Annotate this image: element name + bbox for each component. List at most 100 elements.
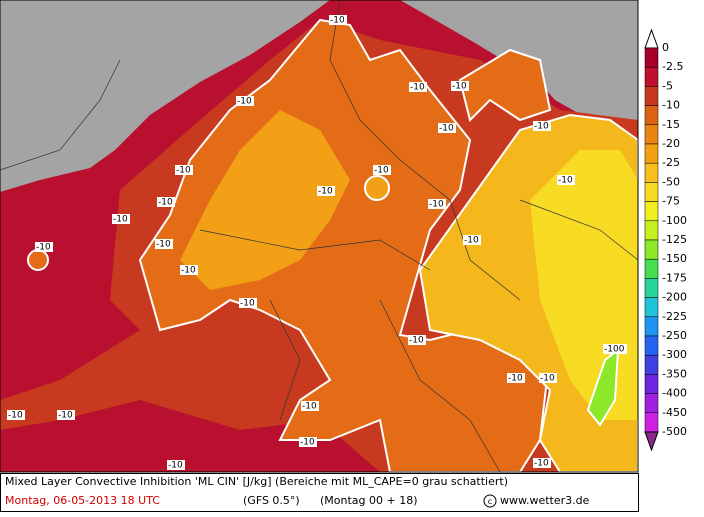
no-cape-area — [0, 0, 330, 192]
legend-label: -350 — [662, 367, 687, 380]
contour-label-box — [329, 15, 347, 25]
contour-label-box — [409, 82, 427, 92]
legend-label: -200 — [662, 291, 687, 304]
contour-label: -10 — [540, 374, 555, 384]
contour-label-box — [236, 96, 254, 106]
legend-label: -25 — [662, 156, 680, 169]
contour-label-box — [533, 121, 551, 131]
copyright-c: c — [488, 497, 492, 506]
contour-label-box — [373, 165, 391, 175]
legend-label: -175 — [662, 271, 687, 284]
contour-label: -10 — [429, 200, 444, 210]
contour-label-box — [507, 373, 525, 383]
contour-label: -10 — [58, 411, 73, 421]
contour-label-box — [438, 123, 456, 133]
legend-swatch — [644, 124, 659, 145]
contour-label: -10 — [36, 243, 51, 253]
legend-label: -300 — [662, 348, 687, 361]
cin-contour — [458, 48, 552, 122]
contour-label-box — [317, 186, 335, 196]
contour-label: -10 — [168, 461, 183, 471]
borders — [0, 0, 639, 473]
contour-label-box — [167, 460, 185, 470]
contour-label: -10 — [534, 459, 549, 469]
contour-label-box — [603, 344, 627, 354]
legend-swatch — [644, 297, 659, 318]
contour-label-box — [408, 335, 426, 345]
legend-swatch — [644, 182, 659, 202]
legend-label: 0 — [662, 41, 669, 54]
contour-label: -10 — [534, 122, 549, 132]
footer-model: (GFS 0.5°) — [243, 494, 300, 507]
contour-label: -10 — [330, 16, 345, 26]
legend-swatch — [644, 47, 659, 68]
contour-label-box — [239, 298, 257, 308]
copyright-icon — [483, 494, 497, 508]
contour-label-box — [7, 410, 25, 420]
map-frame — [0, 0, 639, 473]
legend-swatch — [644, 354, 659, 375]
legend-label: -225 — [662, 310, 687, 323]
legend-swatch — [644, 412, 659, 433]
contour-label: -10 — [176, 166, 191, 176]
cin-contour — [364, 175, 390, 201]
legend-label: -500 — [662, 425, 687, 438]
legend-label: -50 — [662, 175, 680, 188]
legend-swatch — [644, 316, 659, 337]
contour-label-box — [557, 175, 575, 185]
contour-label-box — [155, 239, 173, 249]
legend-swatch — [644, 201, 659, 222]
contour-labels: -10 -10 -10 -10 -10 -10 -10 -10 -10 -10 -10 -10 -10 -… — [7, 15, 627, 471]
contour-label: -10 — [156, 240, 171, 250]
contour-label: -10 — [452, 82, 467, 92]
footer-box — [0, 473, 639, 512]
contour-label-box — [35, 242, 53, 252]
legend-swatch — [644, 220, 659, 241]
contour-label: -10 — [237, 97, 252, 107]
contour-label-box — [533, 458, 551, 468]
footer-title: Mixed Layer Convective Inhibition 'ML CI… — [5, 475, 508, 488]
contour-label-box — [539, 373, 557, 383]
contour-label: -10 — [464, 236, 479, 246]
legend-label: -150 — [662, 252, 687, 265]
contour-label: -10 — [439, 124, 454, 134]
contour-label-box — [175, 165, 193, 175]
legend-label: -400 — [662, 387, 687, 400]
contour-label-box — [180, 265, 198, 275]
contour-label: -10 — [318, 187, 333, 197]
legend-label: -20 — [662, 137, 680, 150]
contour-label-box — [112, 214, 130, 224]
contour-label-box — [157, 197, 175, 207]
legend-swatch — [644, 258, 659, 279]
legend-swatch — [644, 393, 659, 414]
legend-label: -450 — [662, 406, 687, 419]
contour-label: -10 — [302, 402, 317, 412]
footer-date: Montag, 06-05-2013 18 UTC — [5, 494, 160, 507]
contour-label-box — [301, 401, 319, 411]
legend-label: -250 — [662, 329, 687, 342]
legend-label: -10 — [662, 99, 680, 112]
contour-label: -10 — [374, 166, 389, 176]
contour-label: -10 — [558, 176, 573, 186]
legend-swatch — [644, 239, 659, 260]
legend-label: -75 — [662, 195, 680, 208]
legend-swatch — [644, 335, 659, 356]
legend-swatch — [644, 162, 659, 183]
legend: 0 -2.5 -5 -10 -15 -20 -25 -50 -75 -100 -125 -150 -17… — [644, 28, 687, 452]
contour-label: -10 — [181, 266, 196, 276]
legend-swatch — [644, 278, 659, 298]
contour-label: -10 — [158, 198, 173, 208]
contour-label-box — [299, 437, 317, 447]
contour-label-box — [428, 199, 446, 209]
footer-run: (Montag 00 + 18) — [320, 494, 418, 507]
contour-label-box — [463, 235, 481, 245]
contour-label: -10 — [300, 438, 315, 448]
contour-label-box — [57, 410, 75, 420]
legend-label: -5 — [662, 79, 673, 92]
contour-label: -10 — [508, 374, 523, 384]
legend-swatch — [644, 105, 659, 126]
cin-high — [180, 110, 350, 290]
contour-label: -10 — [240, 299, 255, 309]
